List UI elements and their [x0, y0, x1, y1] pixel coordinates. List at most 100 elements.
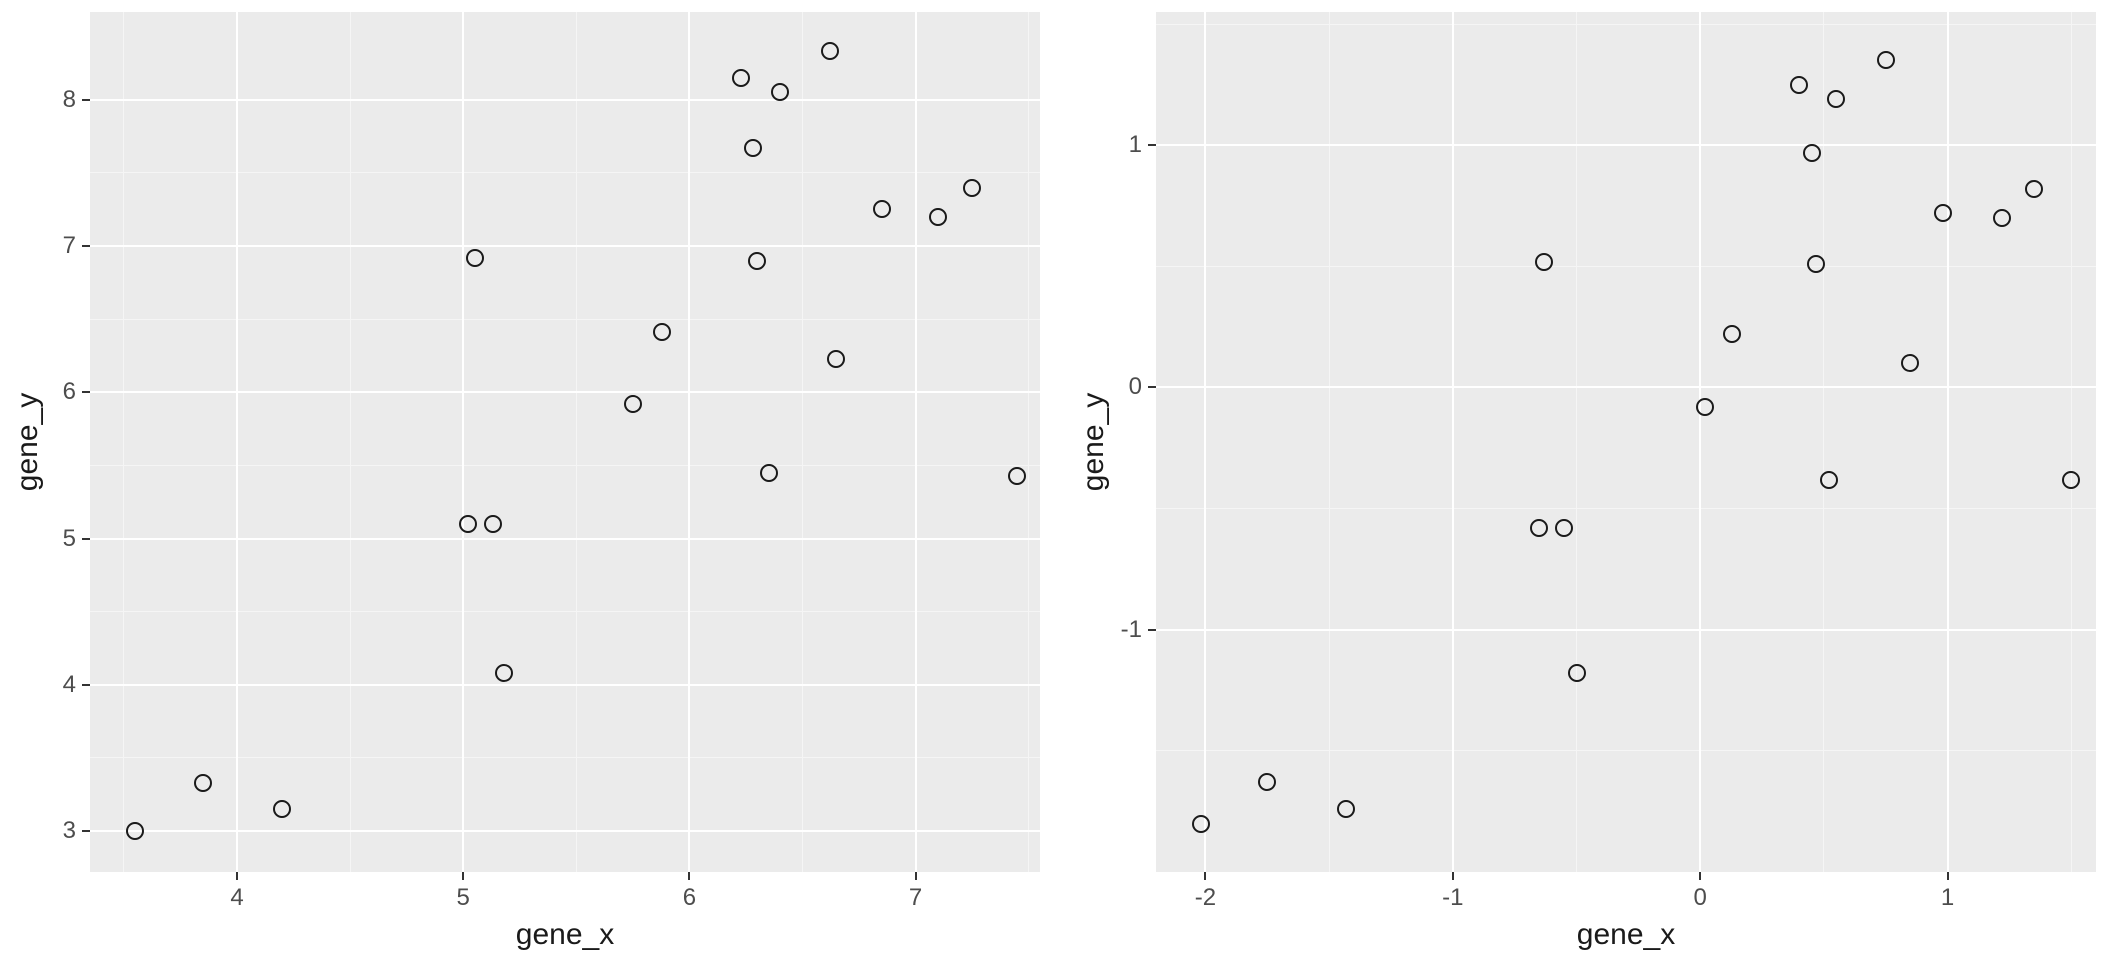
y-axis-title: gene_y [11, 393, 45, 491]
gridline-major [90, 684, 1040, 686]
x-tick-mark [462, 872, 464, 880]
gridline-minor [1156, 508, 2096, 509]
scatter-point [1530, 519, 1548, 537]
gridline-minor [90, 465, 1040, 466]
scatter-point [929, 208, 947, 226]
gridline-minor [1156, 24, 2096, 25]
y-tick-mark [1148, 144, 1156, 146]
scatter-panel-left: 4567345678gene_xgene_y [0, 0, 1056, 960]
y-tick-mark [82, 684, 90, 686]
scatter-point [273, 800, 291, 818]
figure: 4567345678gene_xgene_y -2-101-101gene_xg… [0, 0, 2112, 960]
scatter-point [126, 822, 144, 840]
x-tick-label: 5 [457, 884, 470, 912]
y-tick-label: -1 [1121, 616, 1142, 644]
scatter-point [1901, 354, 1919, 372]
plot-area [1156, 12, 2096, 872]
gridline-major [1204, 12, 1206, 872]
gridline-minor [1028, 12, 1029, 872]
scatter-point [624, 395, 642, 413]
gridline-minor [90, 319, 1040, 320]
scatter-point [732, 69, 750, 87]
gridline-major [90, 245, 1040, 247]
x-tick-mark [1947, 872, 1949, 880]
scatter-point [827, 350, 845, 368]
x-tick-label: 4 [230, 884, 243, 912]
x-tick-label: 0 [1694, 884, 1707, 912]
y-tick-mark [82, 830, 90, 832]
x-tick-mark [236, 872, 238, 880]
scatter-point [653, 323, 671, 341]
y-tick-mark [82, 391, 90, 393]
gridline-major [1452, 12, 1454, 872]
scatter-point [748, 252, 766, 270]
scatter-point [1696, 398, 1714, 416]
scatter-point [466, 249, 484, 267]
scatter-point [1568, 664, 1586, 682]
gridline-major [688, 12, 690, 872]
scatter-point [459, 515, 477, 533]
y-tick-mark [1148, 386, 1156, 388]
gridline-major [1156, 144, 2096, 146]
scatter-point [1008, 467, 1026, 485]
x-tick-label: -1 [1442, 884, 1463, 912]
y-tick-label: 5 [63, 525, 76, 553]
gridline-major [1699, 12, 1701, 872]
scatter-point [744, 139, 762, 157]
x-tick-label: -2 [1195, 884, 1216, 912]
gridline-minor [1329, 12, 1330, 872]
y-tick-mark [82, 538, 90, 540]
y-tick-label: 6 [63, 378, 76, 406]
scatter-point [1555, 519, 1573, 537]
y-tick-label: 4 [63, 671, 76, 699]
gridline-minor [350, 12, 351, 872]
scatter-panel-right: -2-101-101gene_xgene_y [1056, 0, 2112, 960]
scatter-point [194, 774, 212, 792]
y-tick-label: 0 [1129, 373, 1142, 401]
gridline-minor [123, 12, 124, 872]
scatter-point [1192, 815, 1210, 833]
scatter-point [1934, 204, 1952, 222]
gridline-major [90, 99, 1040, 101]
x-tick-mark [1204, 872, 1206, 880]
x-axis-title: gene_x [1577, 918, 1675, 952]
gridline-minor [576, 12, 577, 872]
scatter-point [1790, 76, 1808, 94]
y-tick-label: 7 [63, 232, 76, 260]
x-tick-label: 6 [683, 884, 696, 912]
y-tick-mark [82, 99, 90, 101]
x-tick-label: 7 [909, 884, 922, 912]
scatter-point [1258, 773, 1276, 791]
gridline-major [90, 391, 1040, 393]
scatter-point [1337, 800, 1355, 818]
gridline-minor [90, 611, 1040, 612]
y-axis-title: gene_y [1077, 393, 1111, 491]
x-axis-title: gene_x [516, 918, 614, 952]
x-tick-label: 1 [1941, 884, 1954, 912]
x-tick-mark [1452, 872, 1454, 880]
plot-area [90, 12, 1040, 872]
scatter-point [760, 464, 778, 482]
gridline-major [90, 538, 1040, 540]
scatter-point [1993, 209, 2011, 227]
scatter-point [1723, 325, 1741, 343]
gridline-major [1156, 629, 2096, 631]
scatter-point [1820, 471, 1838, 489]
scatter-point [1803, 144, 1821, 162]
scatter-point [1807, 255, 1825, 273]
y-tick-mark [1148, 629, 1156, 631]
gridline-minor [1823, 12, 1824, 872]
gridline-minor [1576, 12, 1577, 872]
scatter-point [2025, 180, 2043, 198]
x-tick-mark [688, 872, 690, 880]
y-tick-label: 3 [63, 817, 76, 845]
y-tick-mark [82, 245, 90, 247]
gridline-major [1156, 386, 2096, 388]
gridline-major [90, 830, 1040, 832]
gridline-minor [1156, 266, 2096, 267]
scatter-point [1535, 253, 1553, 271]
gridline-minor [90, 172, 1040, 173]
scatter-point [484, 515, 502, 533]
scatter-point [821, 42, 839, 60]
x-tick-mark [1699, 872, 1701, 880]
